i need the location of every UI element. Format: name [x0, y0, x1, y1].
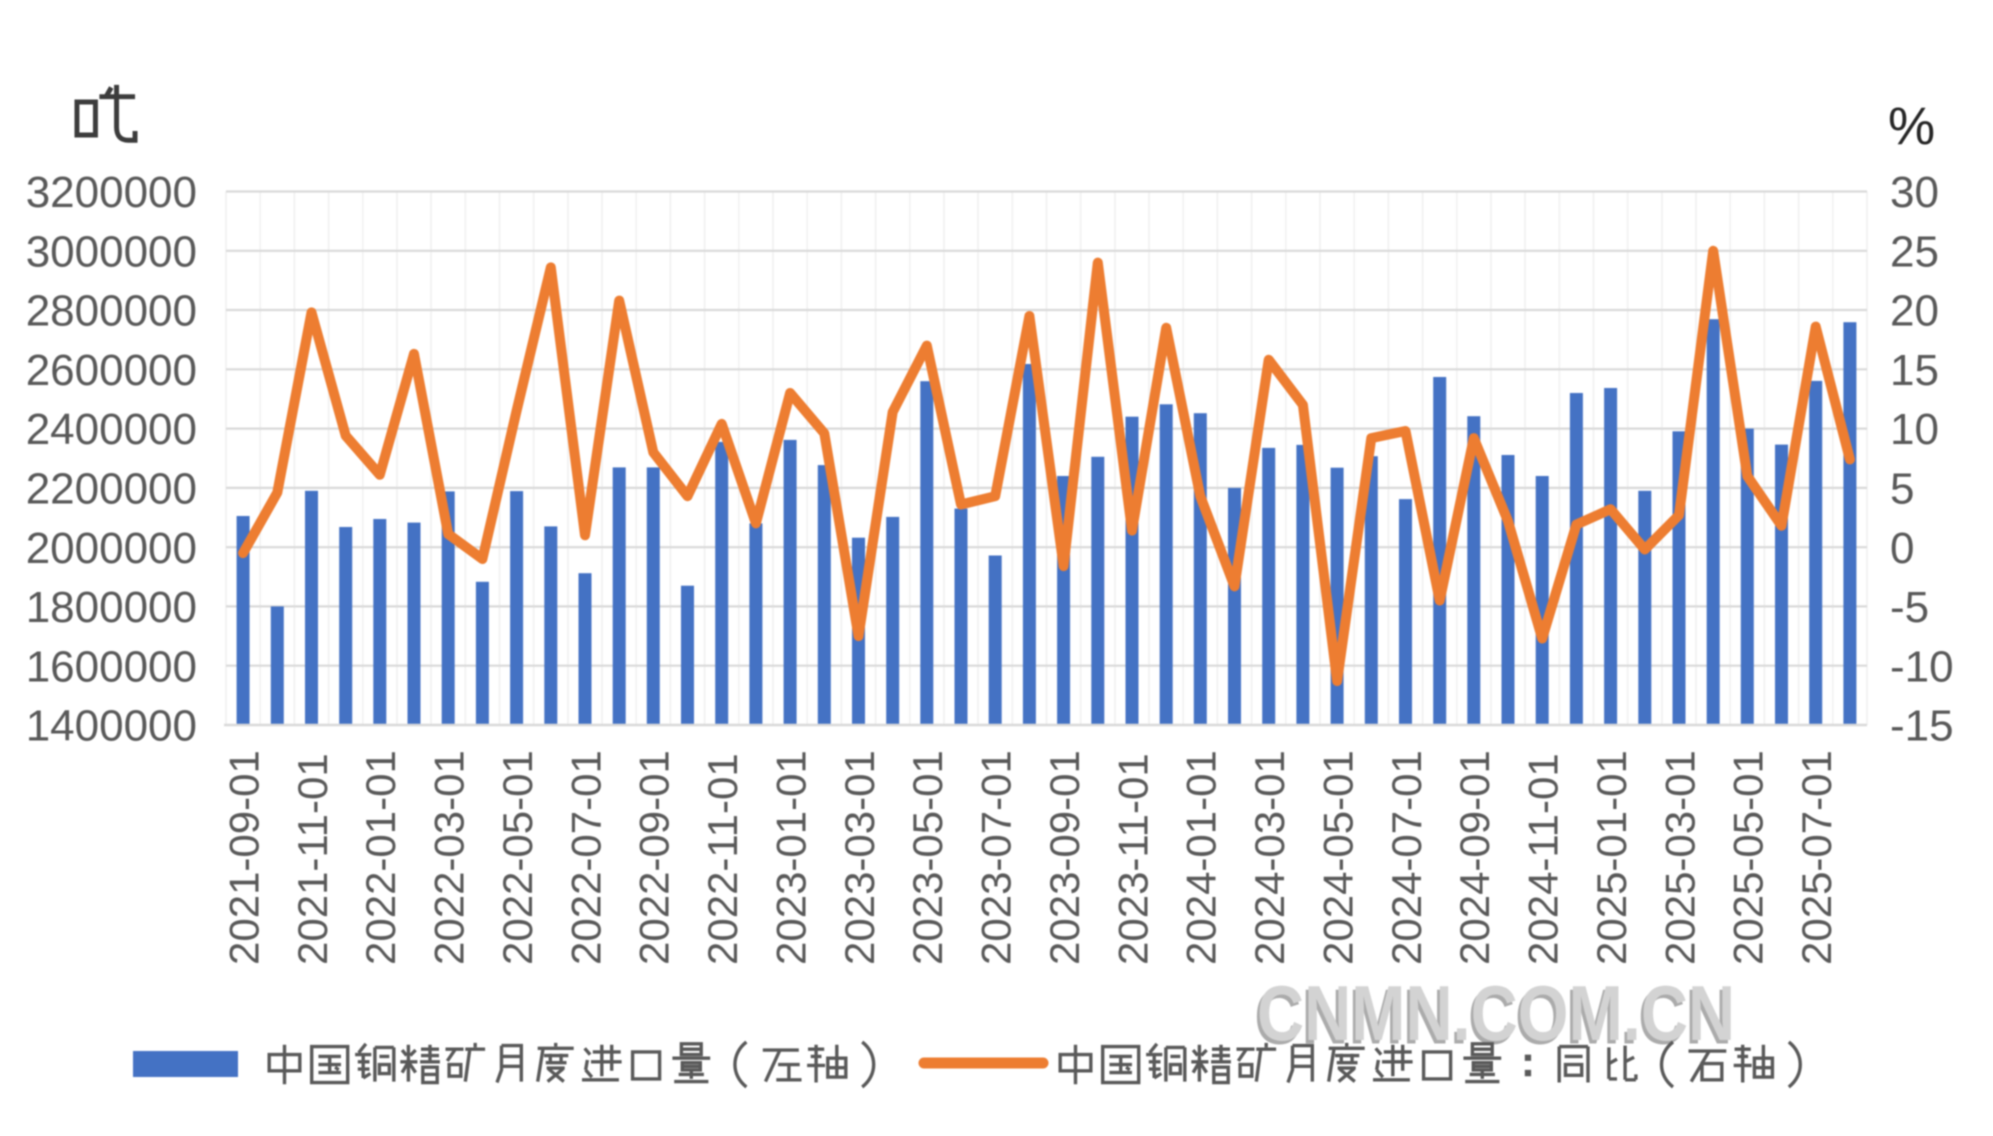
- svg-text:2024-09-01: 2024-09-01: [1451, 750, 1498, 965]
- svg-text:2600000: 2600000: [26, 346, 197, 395]
- svg-text:-10: -10: [1890, 642, 1954, 691]
- svg-text:2022-09-01: 2022-09-01: [631, 750, 678, 965]
- svg-text:2023-07-01: 2023-07-01: [973, 750, 1020, 965]
- svg-text:2023-11-01: 2023-11-01: [1109, 753, 1156, 965]
- svg-text:2024-03-01: 2024-03-01: [1246, 750, 1293, 965]
- svg-text:2022-01-01: 2022-01-01: [357, 750, 404, 965]
- svg-text:2025-01-01: 2025-01-01: [1588, 750, 1635, 965]
- svg-text:2800000: 2800000: [26, 287, 197, 336]
- svg-text:2024-11-01: 2024-11-01: [1520, 753, 1567, 965]
- svg-text:2400000: 2400000: [26, 405, 197, 454]
- svg-text:2022-07-01: 2022-07-01: [562, 750, 609, 965]
- svg-text:2021-09-01: 2021-09-01: [220, 750, 267, 965]
- svg-text:2023-09-01: 2023-09-01: [1041, 750, 1088, 965]
- svg-text:1400000: 1400000: [26, 702, 197, 751]
- svg-text:2025-07-01: 2025-07-01: [1793, 750, 1840, 965]
- svg-text:2000000: 2000000: [26, 524, 197, 573]
- svg-text:2023-05-01: 2023-05-01: [904, 750, 951, 965]
- svg-text:25: 25: [1890, 227, 1939, 276]
- svg-text:20: 20: [1890, 287, 1939, 336]
- svg-text:10: 10: [1890, 405, 1939, 454]
- svg-text:-5: -5: [1890, 583, 1929, 632]
- svg-text:30: 30: [1890, 168, 1939, 217]
- svg-text:2023-01-01: 2023-01-01: [767, 750, 814, 965]
- svg-text:-15: -15: [1890, 702, 1954, 751]
- svg-text:2022-05-01: 2022-05-01: [494, 750, 541, 965]
- svg-text:2025-03-01: 2025-03-01: [1656, 750, 1703, 965]
- svg-text:5: 5: [1890, 465, 1914, 514]
- svg-text:0: 0: [1890, 524, 1914, 573]
- svg-text:2022-11-01: 2022-11-01: [699, 753, 746, 965]
- svg-text:3200000: 3200000: [26, 168, 197, 217]
- svg-text:CNMN.COM.CN: CNMN.COM.CN: [1257, 971, 1735, 1058]
- svg-text:2200000: 2200000: [26, 465, 197, 514]
- svg-text:1800000: 1800000: [26, 583, 197, 632]
- svg-text:1600000: 1600000: [26, 642, 197, 691]
- svg-text:2022-03-01: 2022-03-01: [426, 750, 473, 965]
- svg-text:15: 15: [1890, 346, 1939, 395]
- svg-text:2023-03-01: 2023-03-01: [836, 750, 883, 965]
- svg-text:2024-05-01: 2024-05-01: [1314, 750, 1361, 965]
- svg-text:%: %: [1888, 97, 1935, 156]
- svg-text:2024-01-01: 2024-01-01: [1178, 750, 1225, 965]
- svg-text:2024-07-01: 2024-07-01: [1383, 750, 1430, 965]
- svg-text:3000000: 3000000: [26, 227, 197, 276]
- svg-text:2025-05-01: 2025-05-01: [1725, 750, 1772, 965]
- svg-text:2021-11-01: 2021-11-01: [289, 753, 336, 965]
